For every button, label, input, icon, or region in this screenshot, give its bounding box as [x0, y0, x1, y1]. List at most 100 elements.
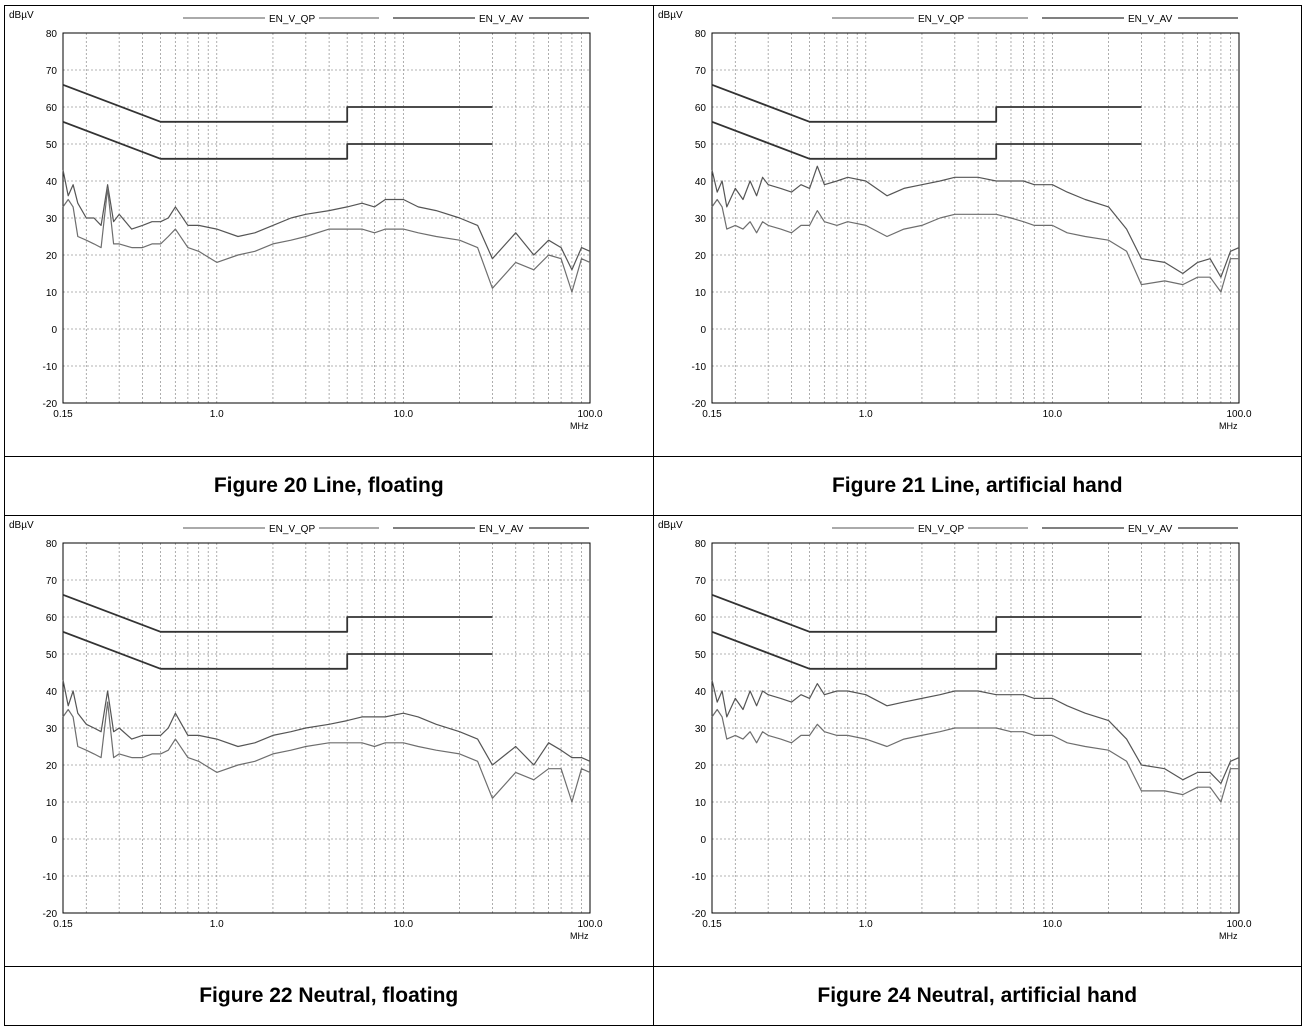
x-tick-label: 100.0 — [577, 409, 602, 420]
legend-label-en-v-qp: EN_V_QP — [269, 524, 315, 535]
plot-frame — [62, 542, 591, 914]
y-tick-label: -10 — [43, 362, 58, 373]
legend-label-en-v-qp: EN_V_QP — [269, 14, 315, 25]
y-tick-label: -10 — [691, 362, 706, 373]
figure-caption-20: Figure 20 Line, floating — [4, 456, 654, 516]
limit-line-en-v-qp — [711, 593, 1141, 633]
x-tick-label: 100.0 — [1226, 919, 1251, 930]
x-axis-label: MHz — [570, 931, 589, 941]
qp-measurement-trace — [710, 679, 1239, 785]
y-tick-label: -20 — [691, 399, 706, 410]
plot-frame — [711, 32, 1239, 404]
y-axis-label: dBµV — [658, 520, 683, 531]
figure-caption-21: Figure 21 Line, artificial hand — [652, 456, 1302, 516]
y-tick-label: 20 — [694, 251, 706, 262]
y-tick-label: 70 — [46, 576, 58, 587]
emission-chart-figure-22: 80 70 60 50 40 30 20 10 0 -10 -200.15 1.0 10.0 100.0 d… — [9, 520, 603, 941]
figure-caption-22: Figure 22 Neutral, floating — [4, 966, 654, 1026]
y-tick-label: 40 — [694, 687, 706, 698]
x-axis-label: MHz — [1219, 421, 1238, 431]
qp-measurement-trace — [710, 165, 1239, 278]
legend-label-en-v-av: EN_V_AV — [479, 14, 524, 25]
y-tick-label: 50 — [46, 650, 58, 661]
emission-chart-figure-24: 80 70 60 50 40 30 20 10 0 -10 -200.15 1.0 10.0 100.0 d… — [658, 520, 1252, 941]
y-tick-label: 40 — [694, 177, 706, 188]
limit-line-en-v-qp — [62, 593, 493, 633]
chart-cell-1: 80 70 60 50 40 30 20 10 0 -10 -20 0.15 1.0 10.0 100.0 d… — [4, 5, 654, 457]
y-tick-label: 10 — [694, 798, 706, 809]
y-tick-label: 0 — [51, 835, 57, 846]
y-tick-label: 20 — [46, 251, 58, 262]
y-tick-label: -20 — [691, 909, 706, 920]
y-tick-label: 30 — [46, 214, 58, 225]
x-tick-label: 1.0 — [210, 409, 224, 420]
figure-grid: 80 70 60 50 40 30 20 10 0 -10 -20 0.15 1.0 10.0 100.0 d… — [4, 5, 1302, 1026]
x-tick-label: 0.15 — [702, 409, 722, 420]
y-tick-label: 60 — [694, 613, 706, 624]
y-tick-label: 60 — [46, 103, 58, 114]
qp-measurement-trace — [62, 679, 591, 766]
av-measurement-trace — [711, 708, 1239, 803]
y-tick-label: 0 — [700, 325, 706, 336]
legend-label-en-v-av: EN_V_AV — [1128, 524, 1173, 535]
x-tick-label: 1.0 — [210, 919, 224, 930]
y-tick-label: 20 — [694, 761, 706, 772]
legend-label-en-v-qp: EN_V_QP — [918, 524, 964, 535]
x-axis-label: MHz — [1219, 931, 1238, 941]
x-tick-label: 100.0 — [1226, 409, 1251, 420]
x-tick-label: 0.15 — [53, 919, 73, 930]
y-tick-label: 70 — [46, 66, 58, 77]
qp-measurement-trace — [62, 169, 591, 271]
y-tick-label: 20 — [46, 761, 58, 772]
x-tick-label: 10.0 — [1042, 919, 1062, 930]
limit-line-en-v-qp — [711, 83, 1141, 123]
emission-chart-figure-20: 80 70 60 50 40 30 20 10 0 -10 -200.15 1.0 10.0 100.0 d… — [9, 10, 603, 431]
y-tick-label: 80 — [694, 29, 706, 40]
chart-cell-2: 80 70 60 50 40 30 20 10 0 -10 -20 0.15 1.0 10.0 100.0 d… — [652, 5, 1302, 457]
emission-chart-figure-21: 80 70 60 50 40 30 20 10 0 -10 -200.15 1.0 10.0 100.0 d… — [658, 10, 1252, 431]
x-tick-label: 100.0 — [577, 919, 602, 930]
y-tick-label: -20 — [43, 399, 58, 410]
legend-label-en-v-qp: EN_V_QP — [918, 14, 964, 25]
y-tick-label: 80 — [46, 539, 58, 550]
y-tick-label: 30 — [694, 724, 706, 735]
plot-frame — [62, 32, 591, 404]
y-tick-label: 50 — [46, 140, 58, 151]
av-measurement-trace — [62, 187, 591, 293]
x-tick-label: 1.0 — [858, 409, 872, 420]
y-tick-label: 30 — [694, 214, 706, 225]
y-axis-label: dBµV — [658, 10, 683, 21]
x-tick-label: 10.0 — [394, 409, 414, 420]
y-tick-label: 40 — [46, 687, 58, 698]
y-tick-label: 0 — [51, 325, 57, 336]
y-tick-label: 60 — [694, 103, 706, 114]
legend-label-en-v-av: EN_V_AV — [479, 524, 524, 535]
x-tick-label: 1.0 — [858, 919, 872, 930]
y-tick-label: 10 — [694, 288, 706, 299]
y-tick-label: -10 — [43, 872, 58, 883]
y-axis-label: dBµV — [9, 520, 34, 531]
y-tick-label: 0 — [700, 835, 706, 846]
chart-cell-4: 80 70 60 50 40 30 20 10 0 -10 -20 0.15 1.0 10.0 100.0 d… — [652, 515, 1302, 967]
y-tick-label: 60 — [46, 613, 58, 624]
limit-line-en-v-av — [62, 120, 493, 160]
y-tick-label: -20 — [43, 909, 58, 920]
limit-line-en-v-qp — [62, 83, 493, 123]
x-tick-label: 10.0 — [394, 919, 414, 930]
y-tick-label: 70 — [694, 576, 706, 587]
av-measurement-trace — [711, 198, 1239, 293]
av-measurement-trace — [62, 701, 591, 803]
y-tick-label: 10 — [46, 798, 58, 809]
y-tick-label: -10 — [691, 872, 706, 883]
y-tick-label: 30 — [46, 724, 58, 735]
y-tick-label: 80 — [46, 29, 58, 40]
plot-frame — [711, 542, 1239, 914]
chart-cell-3: 80 70 60 50 40 30 20 10 0 -10 -20 0.15 1.0 10.0 100.0 d… — [4, 515, 654, 967]
y-tick-label: 10 — [46, 288, 58, 299]
x-tick-label: 0.15 — [53, 409, 73, 420]
y-tick-label: 50 — [694, 650, 706, 661]
x-tick-label: 10.0 — [1042, 409, 1062, 420]
legend-label-en-v-av: EN_V_AV — [1128, 14, 1173, 25]
limit-line-en-v-av — [62, 630, 493, 670]
x-tick-label: 0.15 — [702, 919, 722, 930]
